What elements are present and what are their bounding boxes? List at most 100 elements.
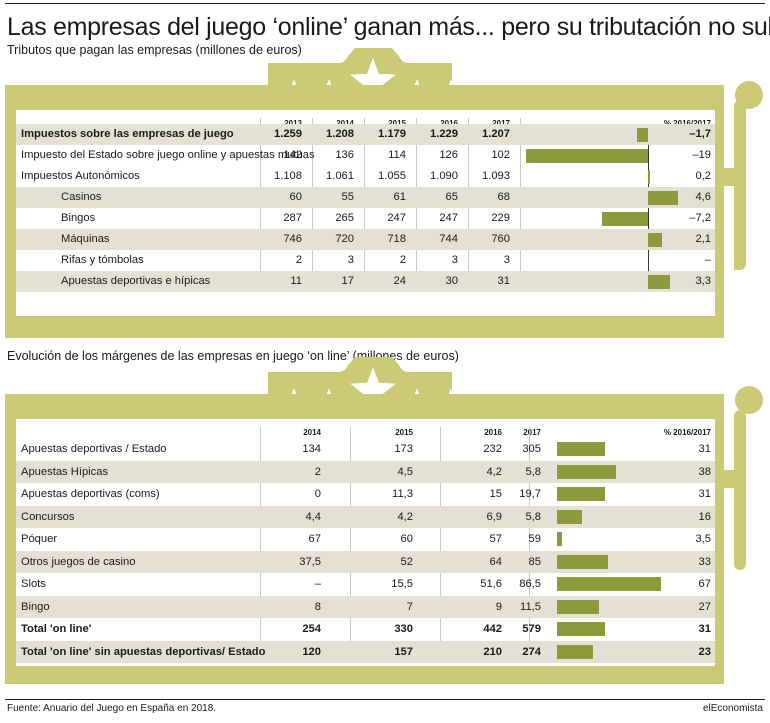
data-bar [557,599,599,614]
data-bar [526,148,649,163]
row-label: Apuestas deportivas (coms) [21,488,160,500]
pct-value: –1,7 [689,128,711,140]
cell-value: 442 [483,623,502,635]
table-row: Máquinas 746 720 718 744 760 2,1 [16,229,715,250]
cell-value: 86,5 [519,578,541,590]
cell-value: 61 [393,191,406,203]
table-row: Apuestas deportivas (coms) 0 11,3 15 19,7 31 [16,483,715,506]
cell-value: 1.055 [378,170,406,182]
table-row: Póquer 67 60 57 59 3,5 [16,528,715,551]
cell-value: 274 [522,645,541,658]
pct-value: 3,5 [695,533,711,545]
cell-value: 85 [528,555,541,568]
table-row: Total 'on line' 254 330 442 579 31 [16,618,715,641]
column-header-2016: 2016 [484,428,502,437]
cell-value: 3 [451,254,458,266]
slot-lever-icon [722,386,763,570]
star-icon [350,58,396,102]
data-bar [648,232,662,247]
cell-value: 254 [302,623,321,635]
column-header-2017: 2017 [523,428,541,437]
star-icon [350,367,396,411]
data-bar [557,509,582,524]
cell-value: 1.090 [430,170,458,182]
table-row: Apuestas deportivas / Estado 134 173 232 305… [16,438,715,461]
cell-value: 2 [399,254,406,266]
top-rule [5,3,765,4]
frame-top-2 [268,357,452,395]
pct-value: 31 [698,443,711,455]
data-bar [648,190,678,205]
cell-value: 247 [387,212,406,224]
table-row: Bingo 8 7 9 11,5 27 [16,595,715,618]
cell-value: 718 [387,233,406,245]
pct-header: % 2016/2017 [663,428,711,437]
column-divider [260,427,261,663]
cell-value: 114 [388,149,406,161]
cell-value: 330 [394,623,413,635]
cell-value: 2 [314,465,321,478]
row-label: Casinos [61,191,102,203]
data-bar [557,644,593,659]
cell-value: 1.259 [274,128,302,140]
data-bar [557,464,616,479]
pct-value: 2,1 [695,233,711,245]
row-label: Bingo [21,600,50,613]
cell-value: 720 [335,233,354,245]
pct-value: 33 [698,555,711,568]
table-row: Otros juegos de casino 37,5 52 64 85 33 [16,550,715,573]
row-label: Apuestas deportivas e hípicas [61,275,211,287]
cell-value: 1.207 [482,128,510,140]
cell-value: 64 [489,555,502,568]
cell-value: 579 [522,623,541,635]
cell-value: 232 [483,443,502,455]
cell-value: 59 [528,533,541,545]
table1: 20132014201520162017% 2016/2017Impuestos… [16,110,715,316]
cell-value: 1.229 [430,128,458,140]
table-row: Apuestas Hípicas 2 4,5 4,2 5,8 38 [16,460,715,483]
cell-value: 4,2 [397,510,413,523]
bottom-rule [5,699,765,700]
data-bar [557,622,606,637]
headline: Las empresas del juego ‘online’ ganan má… [7,13,770,41]
table-row: Total 'on line' sin apuestas deportivas/… [16,640,715,663]
table-row: Concursos 4,4 4,2 6,9 5,8 16 [16,505,715,528]
column-header-2013: 2013 [242,119,302,128]
cell-value: 19,7 [519,488,541,500]
slot-lever-icon [722,81,763,270]
cell-value: 67 [308,533,321,545]
row-label: Impuestos sobre las empresas de juego [21,128,234,140]
column-header-2014: 2014 [294,119,354,128]
pct-value: 31 [698,623,711,635]
pct-value: 27 [698,600,711,613]
cell-value: – [314,578,321,590]
table-row: Slots – 15,5 51,6 86,5 67 [16,573,715,596]
row-label: Total 'on line' sin apuestas deportivas/… [21,645,266,658]
table-row: Impuestos Autonómicos 1.108 1.061 1.055 1.09… [16,166,715,187]
zero-axis [648,124,650,292]
cell-value: 134 [302,443,321,455]
row-label: Apuestas Hípicas [21,465,109,478]
data-bar [557,577,661,592]
row-label: Apuestas deportivas / Estado [21,443,167,455]
cell-value: 6,9 [486,510,502,523]
brand-logo: elEconomista [702,703,763,714]
cell-value: 3 [503,254,510,266]
cell-value: 247 [439,212,458,224]
table-row: Apuestas deportivas e hípicas 11 17 24 30 31 3… [16,271,715,292]
cell-value: 1.108 [274,170,302,182]
cell-value: 746 [283,233,302,245]
row-label: Bingos [61,212,96,224]
row-label: Máquinas [61,233,110,245]
cell-value: 15 [489,488,502,500]
row-label: Impuesto del Estado sobre juego online y… [21,149,315,161]
cell-value: 126 [439,149,458,161]
table1-title: Tributos que pagan las empresas (millone… [7,43,302,57]
column-header-2015: 2015 [395,428,413,437]
cell-value: 31 [497,275,510,287]
cell-value: 57 [489,533,502,545]
table2-title: Evolución de los márgenes de las empresa… [7,349,459,363]
cell-value: 8 [314,600,321,613]
cell-value: 157 [394,645,413,658]
data-bar [557,487,606,502]
